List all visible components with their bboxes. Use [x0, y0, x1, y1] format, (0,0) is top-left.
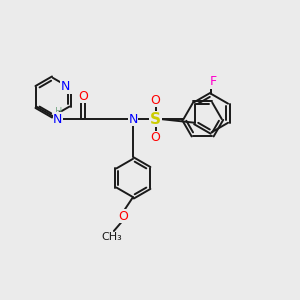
Text: N: N — [53, 112, 63, 126]
Text: N: N — [128, 112, 138, 126]
Text: S: S — [150, 112, 161, 127]
Text: N: N — [61, 80, 70, 93]
Text: O: O — [151, 131, 160, 144]
Text: H: H — [55, 107, 62, 117]
Text: O: O — [118, 210, 128, 223]
Text: F: F — [209, 75, 217, 88]
Text: CH₃: CH₃ — [101, 232, 122, 242]
Text: O: O — [151, 94, 160, 107]
Text: O: O — [78, 90, 88, 103]
